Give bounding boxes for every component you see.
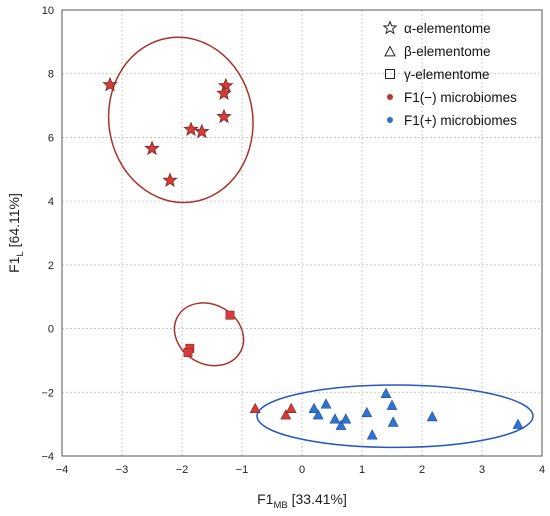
y-axis-title: F1L [64.11%] — [6, 193, 26, 273]
cluster-ellipse — [256, 384, 534, 449]
x-axis-title: F1MB [33.41%] — [257, 491, 347, 511]
data-point-square — [183, 348, 193, 357]
legend-item: α-elementome — [382, 20, 491, 36]
x-tick-label: −4 — [56, 464, 69, 476]
data-point-triangle — [335, 419, 347, 430]
legend-label: β-elementome — [404, 44, 491, 59]
legend-dot-icon — [387, 94, 393, 100]
legend-dot-icon — [387, 117, 393, 123]
data-point-triangle — [308, 402, 320, 414]
x-tick-label: −2 — [176, 464, 189, 476]
data-point-triangle — [312, 409, 324, 420]
cluster-ellipses — [107, 36, 534, 449]
data-point-star — [102, 76, 118, 92]
plot-area — [62, 10, 542, 456]
data-point-square — [225, 310, 235, 320]
y-axis-label: F1L [64.11%] — [6, 193, 26, 273]
data-point-star — [218, 77, 234, 93]
legend-label: α-elementome — [404, 21, 491, 36]
cluster-ellipse — [107, 36, 254, 204]
x-tick-label: 0 — [299, 464, 305, 476]
legend-label: F1(−) microbiomes — [404, 90, 517, 105]
data-point-triangle — [285, 402, 297, 414]
data-point-triangle — [387, 416, 399, 427]
y-tick-label: −4 — [41, 451, 54, 463]
data-point-triangle — [366, 429, 378, 440]
data-point-triangle — [386, 399, 398, 410]
legend-square-icon — [385, 69, 395, 79]
data-markers — [102, 76, 524, 440]
legend-item: F1(−) microbiomes — [387, 90, 517, 105]
data-point-triangle — [380, 387, 392, 399]
x-tick-label: −1 — [236, 464, 249, 476]
tick-labels: −4 −3 −2 −1 0 1 2 3 4 −4 −2 0 2 4 6 8 10 — [41, 5, 545, 476]
legend-label: γ-elementome — [404, 67, 490, 82]
legend-item: γ-elementome — [385, 67, 490, 82]
data-point-triangle — [361, 406, 373, 418]
x-tick-label: −3 — [116, 464, 129, 476]
legend: α-elementome β-elementome γ-elementome F1(−… — [382, 20, 517, 128]
data-point-triangle — [280, 409, 292, 420]
data-point-triangle — [249, 402, 261, 414]
plot-frame — [61, 9, 543, 457]
data-point-triangle — [512, 418, 524, 429]
legend-triangle-icon — [384, 45, 396, 57]
data-point-triangle — [340, 413, 352, 424]
data-point-triangle — [320, 398, 332, 409]
data-point-triangle — [329, 413, 341, 424]
data-point-star — [194, 123, 210, 139]
x-tick-label: 1 — [359, 464, 365, 476]
data-point-star — [216, 85, 232, 101]
x-tick-label: 4 — [539, 464, 545, 476]
data-point-star — [162, 172, 178, 187]
data-point-star — [144, 140, 160, 156]
x-axis-label: F1MB [33.41%] — [257, 491, 347, 511]
y-tick-label: 6 — [48, 132, 54, 144]
cluster-ellipse — [173, 302, 245, 367]
grid — [62, 10, 542, 456]
y-tick-label: −2 — [41, 387, 54, 399]
data-point-triangle — [426, 410, 438, 422]
y-tick-label: 10 — [42, 5, 54, 17]
data-point-star — [216, 108, 232, 124]
x-tick-label: 3 — [479, 464, 485, 476]
y-tick-label: 8 — [48, 69, 54, 81]
y-tick-label: 4 — [48, 196, 54, 208]
y-tick-label: 0 — [48, 324, 54, 336]
x-tick-label: 2 — [419, 464, 425, 476]
legend-item: β-elementome — [384, 44, 491, 59]
y-tick-label: 2 — [48, 260, 54, 272]
legend-label: F1(+) microbiomes — [404, 113, 517, 128]
data-point-star — [183, 121, 199, 137]
legend-item: F1(+) microbiomes — [387, 113, 517, 128]
legend-star-icon — [382, 20, 398, 35]
